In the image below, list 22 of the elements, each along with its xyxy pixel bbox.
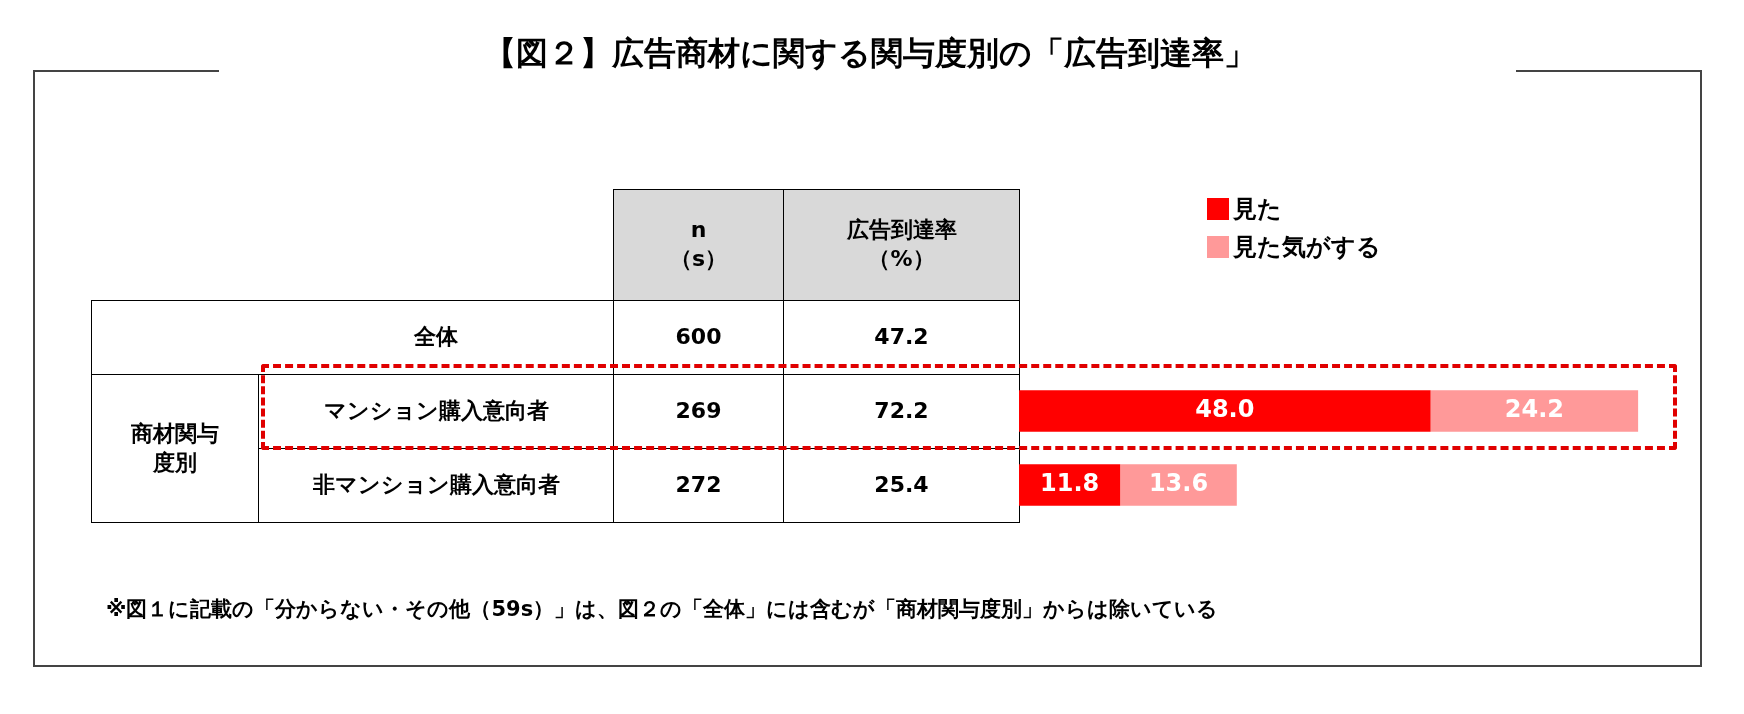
- data-label: 11.8: [1039, 469, 1100, 498]
- bar: [1430, 390, 1639, 432]
- legend-label: 見た気がする: [1233, 232, 1381, 263]
- text: 600: [675, 323, 722, 352]
- data-label: 13.6: [1148, 469, 1209, 498]
- text: 商材関与度別: [130, 419, 220, 477]
- y-tick-label: 非マンション購入意向者: [312, 471, 560, 500]
- y-tick-label: 全体: [412, 323, 459, 351]
- text: 47.2: [874, 323, 929, 352]
- text: 72.2: [874, 397, 929, 426]
- text: ※図１に記載の「分からない・その他（59s）」は、図２の「全体」には含むが「商材関与度別」からは除いている: [106, 596, 1219, 623]
- text: 269: [675, 397, 722, 426]
- text: 広告到達率（%）: [845, 216, 958, 273]
- text: n （s）: [669, 216, 728, 273]
- bar: [1120, 464, 1237, 506]
- text: 272: [675, 471, 722, 500]
- y-tick-label: マンション購入意向者: [323, 397, 549, 426]
- text: 25.4: [874, 471, 929, 500]
- legend-label: 見た: [1233, 194, 1282, 225]
- data-label: 24.2: [1504, 395, 1564, 424]
- chart-title: 【図２】広告商材に関する関与度別の「広告到達率」: [483, 33, 1257, 74]
- data-label: 48.0: [1195, 395, 1255, 424]
